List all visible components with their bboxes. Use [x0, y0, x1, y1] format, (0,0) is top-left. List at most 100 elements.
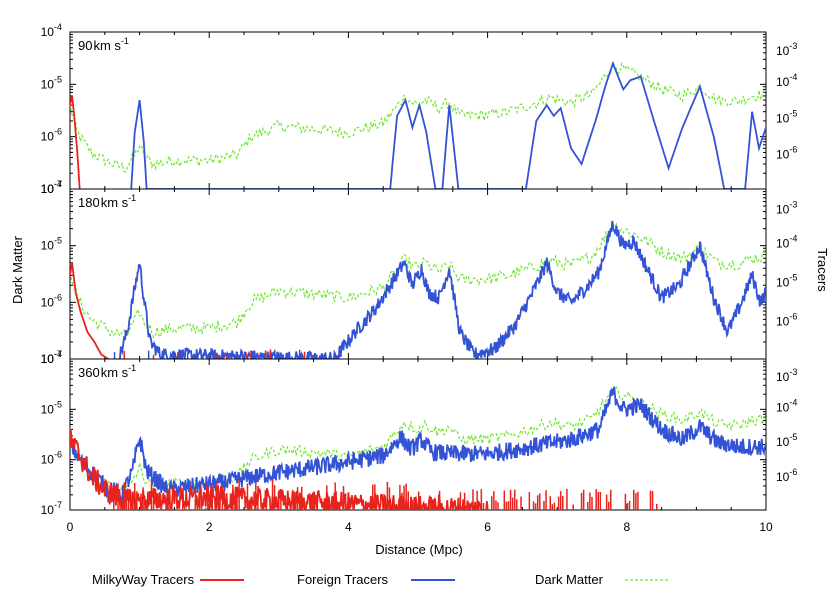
right-tick-base: 10 [776, 236, 790, 250]
right-tick-base: 10 [776, 276, 790, 290]
left-tick-exp: -6 [54, 292, 62, 302]
right-tick-base: 10 [776, 111, 790, 125]
right-tick-label: 10-4 [776, 72, 797, 89]
left-tick-label: 10-5 [41, 74, 62, 91]
panel-series [70, 220, 766, 359]
right-tick-exp: -5 [789, 432, 797, 442]
panel-velocity-value: 360 [78, 365, 100, 380]
right-y-axis-title: Tracers [815, 248, 830, 292]
left-tick-base: 10 [41, 352, 55, 366]
left-tick-exp: -6 [54, 127, 62, 137]
right-tick-base: 10 [776, 44, 790, 58]
right-tick-label: 10-6 [776, 467, 797, 484]
right-tick-exp: -3 [789, 367, 797, 377]
left-tick-exp: -5 [54, 399, 62, 409]
x-tick-label: 6 [484, 520, 491, 534]
right-tick-label: 10-5 [776, 108, 797, 125]
x-tick-label: 10 [759, 520, 773, 534]
right-tick-exp: -4 [789, 233, 797, 243]
panel-velocity-label: 90km s-1 [78, 36, 129, 53]
right-tick-base: 10 [776, 75, 790, 89]
panel-velocity-unit-exp: -1 [121, 36, 129, 46]
left-tick-label: 10-5 [41, 236, 62, 253]
left-tick-exp: -4 [54, 179, 62, 189]
left-tick-base: 10 [41, 130, 55, 144]
left-tick-label: 10-7 [41, 179, 62, 196]
left-tick-label: 10-6 [41, 292, 62, 309]
legend-label: Dark Matter [535, 572, 604, 587]
left-tick-exp: -6 [54, 450, 62, 460]
right-tick-base: 10 [776, 370, 790, 384]
panel-velocity-value: 90 [78, 38, 92, 53]
x-tick-label: 4 [345, 520, 352, 534]
series-milkyway-tracers [70, 262, 109, 359]
panel-velocity-unit: km s [101, 365, 129, 380]
left-tick-base: 10 [41, 25, 55, 39]
panel-velocity-label: 360km s-1 [78, 363, 136, 380]
series-milkyway-tracers [70, 95, 81, 189]
left-tick-exp: -4 [54, 349, 62, 359]
right-tick-label: 10-3 [776, 41, 797, 58]
right-tick-exp: -6 [789, 144, 797, 154]
x-tick-label: 0 [67, 520, 74, 534]
left-tick-base: 10 [41, 182, 55, 196]
right-tick-label: 10-3 [776, 199, 797, 216]
legend: MilkyWay Tracers Foreign Tracers Dark Matt… [92, 572, 669, 587]
right-tick-label: 10-5 [776, 432, 797, 449]
right-tick-label: 10-3 [776, 367, 797, 384]
series-foreign-tracers [118, 220, 766, 359]
left-tick-base: 10 [41, 402, 55, 416]
left-tick-label: 10-4 [41, 179, 62, 196]
x-tick-label: 8 [623, 520, 630, 534]
right-tick-base: 10 [776, 202, 790, 216]
right-tick-base: 10 [776, 315, 790, 329]
panel-velocity-unit: km s [93, 38, 121, 53]
right-tick-exp: -6 [789, 312, 797, 322]
panel-velocity-unit-exp: -1 [128, 363, 136, 373]
x-axis: 0 2 4 6 8 10 [67, 520, 773, 534]
legend-label: Foreign Tracers [297, 572, 389, 587]
panel-series [70, 60, 766, 189]
right-tick-label: 10-4 [776, 397, 797, 414]
left-tick-exp: -7 [54, 179, 62, 189]
x-axis-title: Distance (Mpc) [375, 542, 462, 557]
right-tick-base: 10 [776, 435, 790, 449]
left-tick-exp: -7 [54, 349, 62, 359]
right-tick-exp: -6 [789, 467, 797, 477]
series-dark-matter [70, 222, 766, 339]
left-tick-label: 10-7 [41, 500, 62, 517]
panel-velocity-unit-exp: -1 [128, 193, 136, 203]
series-dark-matter [70, 61, 766, 173]
left-tick-base: 10 [41, 503, 55, 517]
left-tick-exp: -5 [54, 236, 62, 246]
series-milkyway-tracers [70, 429, 489, 510]
right-tick-exp: -4 [789, 72, 797, 82]
panel-velocity-value: 180 [78, 195, 100, 210]
panel-velocity-unit: km s [101, 195, 129, 210]
left-tick-base: 10 [41, 295, 55, 309]
left-tick-base: 10 [41, 453, 55, 467]
left-tick-label: 10-5 [41, 399, 62, 416]
left-tick-base: 10 [41, 352, 55, 366]
legend-label: MilkyWay Tracers [92, 572, 195, 587]
panel-velocity-label: 180km s-1 [78, 193, 136, 210]
left-tick-base: 10 [41, 182, 55, 196]
right-tick-exp: -3 [789, 41, 797, 51]
right-tick-label: 10-5 [776, 273, 797, 290]
right-tick-base: 10 [776, 470, 790, 484]
left-tick-exp: -7 [54, 500, 62, 510]
right-tick-base: 10 [776, 400, 790, 414]
left-tick-base: 10 [41, 239, 55, 253]
left-tick-label: 10-4 [41, 22, 62, 39]
right-tick-exp: -4 [789, 397, 797, 407]
left-tick-label: 10-4 [41, 349, 62, 366]
right-tick-exp: -3 [789, 199, 797, 209]
left-tick-label: 10-6 [41, 127, 62, 144]
left-tick-label: 10-6 [41, 450, 62, 467]
left-tick-label: 10-7 [41, 349, 62, 366]
left-tick-base: 10 [41, 77, 55, 91]
